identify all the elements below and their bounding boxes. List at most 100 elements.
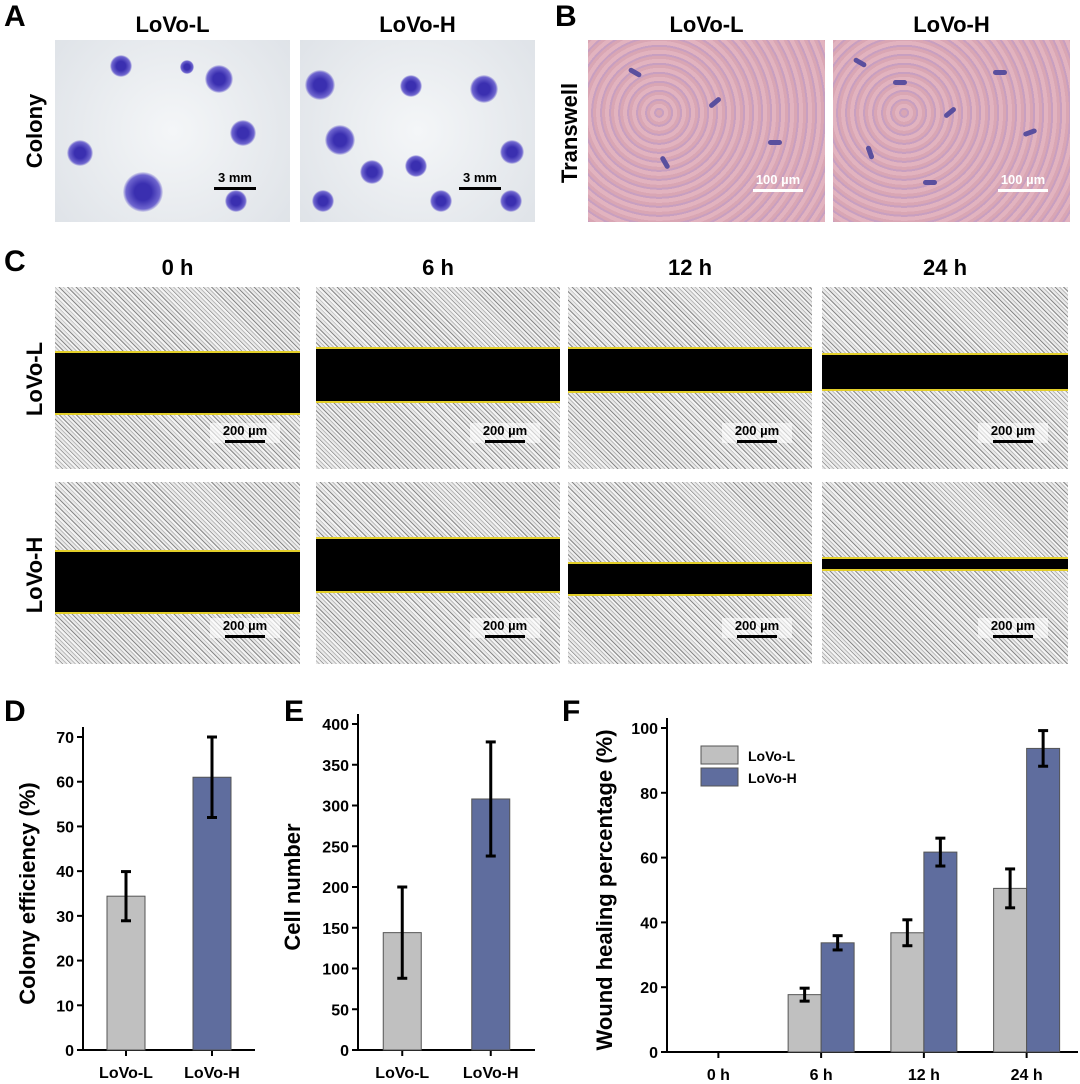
wound-image: 200 µm [568, 482, 812, 664]
x-tick-label: LoVo-H [184, 1065, 240, 1082]
scale-bar: 200 µm [722, 423, 792, 443]
y-tick-label: 100 [322, 962, 349, 979]
scale-bar: 100 µm [748, 172, 808, 192]
scale-bar: 200 µm [722, 618, 792, 638]
wound-gap [568, 562, 812, 596]
scale-text: 200 µm [734, 618, 780, 633]
bar [1026, 747, 1061, 1053]
y-tick-label: 30 [56, 909, 74, 926]
y-tick-label: 400 [322, 717, 349, 734]
colony-image-lovo-h: 3 mm [300, 40, 535, 222]
panel-label-f: F [562, 695, 581, 728]
wound-image: 200 µm [316, 287, 560, 469]
col-title-0h: 0 h [161, 255, 194, 280]
bar [787, 994, 822, 1053]
legend-label: LoVo-H [748, 770, 797, 786]
y-axis-label: Cell number [280, 823, 305, 951]
x-tick-label: 24 h [1011, 1067, 1043, 1084]
y-tick-label: 250 [322, 839, 349, 856]
legend-label: LoVo-L [748, 748, 796, 764]
bar [993, 887, 1028, 1053]
col-title-b-lovo-h: LoVo-H [913, 12, 990, 37]
y-tick-label: 20 [640, 980, 658, 997]
panel-label-e: E [284, 695, 305, 728]
y-tick-label: 300 [322, 799, 349, 816]
y-tick-label: 60 [56, 775, 74, 792]
wound-gap [316, 537, 560, 593]
bar [890, 932, 925, 1053]
legend-swatch [700, 767, 739, 787]
wound-image: 200 µm [55, 287, 300, 469]
wound-gap [568, 347, 812, 393]
bar [923, 851, 958, 1053]
y-tick-label: 0 [340, 1043, 349, 1060]
scale-bar: 200 µm [978, 423, 1048, 443]
x-tick-label: LoVo-L [99, 1065, 153, 1082]
y-tick-label: 70 [56, 730, 74, 747]
col-title-a-lovo-l: LoVo-L [135, 12, 210, 37]
wound-image: 200 µm [822, 482, 1068, 664]
y-tick-label: 40 [640, 915, 658, 932]
scale-text: 3 mm [218, 170, 252, 185]
scale-bar: 100 µm [993, 172, 1053, 192]
y-tick-label: 150 [322, 921, 349, 938]
bar [192, 776, 232, 1051]
scale-bar: 200 µm [470, 618, 540, 638]
panel-label-d: D [4, 695, 26, 728]
col-title-12h: 12 h [667, 255, 713, 280]
legend-swatch [700, 745, 739, 765]
x-tick-label: 12 h [908, 1067, 940, 1084]
scale-bar: 200 µm [470, 423, 540, 443]
y-tick-label: 40 [56, 864, 74, 881]
wound-image: 200 µm [316, 482, 560, 664]
scale-text: 200 µm [734, 423, 780, 438]
transwell-image-lovo-l: 100 µm [588, 40, 825, 222]
scale-bar: 200 µm [210, 618, 280, 638]
col-title-a-lovo-h: LoVo-H [379, 12, 456, 37]
y-tick-label: 10 [56, 998, 74, 1015]
wound-image: 200 µm [55, 482, 300, 664]
scale-text: 100 µm [755, 172, 801, 187]
panel-label-a: A [4, 0, 26, 33]
col-title-6h: 6 h [422, 255, 454, 280]
y-axis-label: Colony efficiency (%) [15, 782, 40, 1004]
scale-bar: 200 µm [210, 423, 280, 443]
y-tick-label: 100 [631, 721, 658, 738]
scale-bar: 3 mm [210, 170, 260, 190]
x-tick-label: 6 h [810, 1067, 833, 1084]
panel-label-c: C [4, 245, 26, 278]
scale-text: 200 µm [222, 423, 268, 438]
y-tick-label: 20 [56, 954, 74, 971]
scale-text: 200 µm [990, 618, 1036, 633]
x-tick-label: LoVo-L [375, 1065, 429, 1082]
wound-gap [316, 347, 560, 403]
scale-text: 200 µm [482, 618, 528, 633]
y-tick-label: 200 [322, 880, 349, 897]
wound-gap [822, 353, 1068, 391]
wound-gap [822, 557, 1068, 571]
bar [820, 942, 855, 1053]
scale-text: 100 µm [1000, 172, 1046, 187]
y-tick-label: 80 [640, 786, 658, 803]
wound-image: 200 µm [568, 287, 812, 469]
wound-image: 200 µm [822, 287, 1068, 469]
wound-gap [55, 351, 300, 415]
x-tick-label: LoVo-H [463, 1065, 519, 1082]
y-tick-label: 0 [649, 1045, 658, 1062]
scale-text: 3 mm [463, 170, 497, 185]
colony-image-lovo-l: 3 mm [55, 40, 290, 222]
y-tick-label: 50 [331, 1002, 349, 1019]
y-tick-label: 50 [56, 819, 74, 836]
col-title-b-lovo-l: LoVo-L [669, 12, 744, 37]
scale-text: 200 µm [482, 423, 528, 438]
scale-text: 200 µm [222, 618, 268, 633]
col-title-24h: 24 h [922, 255, 968, 280]
y-tick-label: 60 [640, 851, 658, 868]
y-axis-label: Wound healing percentage (%) [592, 729, 617, 1050]
panel-label-b: B [555, 0, 577, 33]
transwell-image-lovo-h: 100 µm [833, 40, 1070, 222]
scale-bar: 3 mm [455, 170, 505, 190]
y-tick-label: 350 [322, 758, 349, 775]
wound-gap [55, 550, 300, 614]
